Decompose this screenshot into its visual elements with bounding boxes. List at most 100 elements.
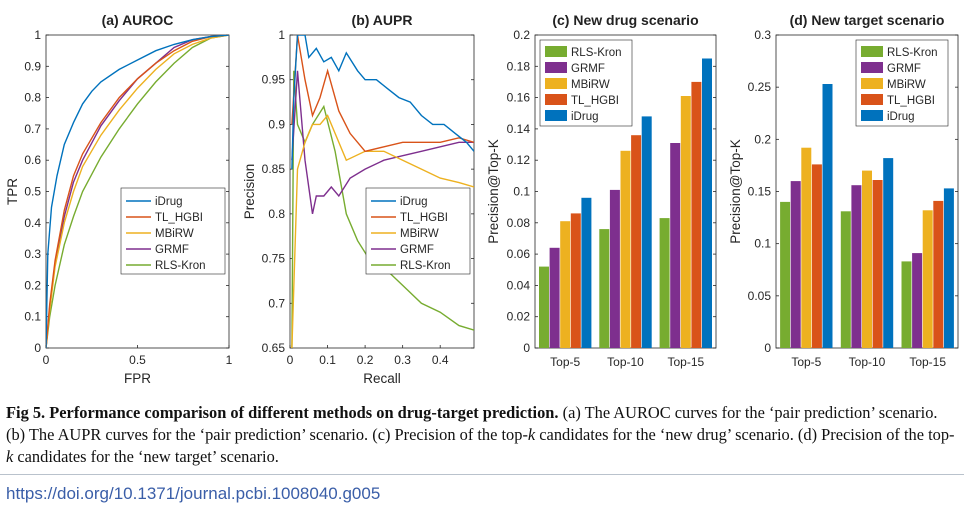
bar-rls-kron [599,229,610,348]
bar-tl_hgbi [631,135,642,348]
bar-idrug [641,116,652,349]
y-tick-label: 0.18 [507,59,531,73]
legend-label: MBiRW [887,79,926,91]
bar-rls-kron [659,218,670,348]
series-line-rls-kron [291,70,474,348]
y-tick-label: 0.75 [262,252,286,266]
panel-b: (b) AUPR 0.65 0.7 0.75 0.8 0.85 0.9 0.95 1 Precis… [242,12,475,386]
legend-swatch-mbirw [861,78,883,89]
y-tick-label: 0.7 [24,122,41,136]
legend-box [120,187,226,275]
y-tick-label: 0.04 [507,278,531,292]
x-tick-label: Top-5 [791,355,821,369]
y-tick-label: 0.2 [24,278,41,292]
legend-label: RLS-Kron [400,260,451,272]
y-tick-label: 0.14 [507,122,531,136]
y-tick-label: 0 [523,341,530,355]
panel-title: (b) AUPR [352,12,413,28]
legend-swatch-tl_hgbi [545,94,567,105]
bar-rls-kron [901,261,912,348]
y-tick-label: 0.3 [754,28,771,42]
y-tick-label: 0.95 [262,73,286,87]
x-tick-label: 0.4 [432,353,449,367]
series-line-mbirw [291,114,474,348]
legend-swatch-rls-kron [861,46,883,57]
bar-tl_hgbi [933,200,944,348]
x-tick-label: Top-10 [849,355,886,369]
legend-label: MBiRW [155,228,194,240]
legend-label: iDrug [887,111,914,123]
bar-mbirw [922,210,933,348]
x-tick-label: Top-10 [607,355,644,369]
x-tick-label: Top-15 [667,355,704,369]
panel-title: (a) AUROC [102,12,174,28]
bar-rls-kron [840,211,851,348]
y-axis-label: Precision@Top-K [486,139,501,244]
bar-mbirw [620,150,631,348]
y-tick-label: 0 [764,341,771,355]
legend-label: GRMF [571,63,605,75]
legend-label: RLS-Kron [571,47,622,59]
bar-tl_hgbi [872,180,883,348]
bar-tl_hgbi [570,213,581,348]
legend-swatch-idrug [861,110,883,121]
x-axis-label: FPR [124,371,151,386]
y-tick-label: 0.8 [268,207,285,221]
x-tick-label: 1 [226,353,233,367]
y-axis-label: Precision [242,164,257,220]
legend-swatch-rls-kron [545,46,567,57]
legend-swatch-idrug [545,110,567,121]
legend-swatch-grmf [545,62,567,73]
y-tick-label: 0.1 [24,310,41,324]
bar-mbirw [801,147,812,348]
panel-c: (c) New drug scenario 0 0.02 0.04 0.06 0.08 0.… [486,12,717,369]
legend-label: iDrug [400,196,427,208]
legend-label: MBiRW [400,228,439,240]
y-tick-label: 0.8 [24,91,41,105]
doi-link[interactable]: https://doi.org/10.1371/journal.pcbi.100… [6,484,381,503]
y-axis-label: TPR [5,178,20,205]
bar-idrug [943,188,954,348]
series-line-tl_hgbi [291,35,474,153]
legend-label: iDrug [571,111,598,123]
legend-label: TL_HGBI [571,95,619,107]
x-tick-label: 0.5 [129,353,146,367]
legend-box [365,187,471,275]
legend-swatch-mbirw [545,78,567,89]
legend-swatch-tl_hgbi [861,94,883,105]
caption-label: Fig 5. [6,403,46,422]
bar-mbirw [680,96,691,348]
legend-label: MBiRW [571,79,610,91]
x-tick-label: 0 [287,353,294,367]
x-axis-label: Recall [363,371,401,386]
panel-d: (d) New target scenario 0 0.05 0.1 0.15 0.2 0.… [728,12,959,369]
bar-idrug [581,197,592,348]
figure-caption: Fig 5. Performance comparison of differe… [6,402,958,468]
bar-rls-kron [539,266,549,348]
legend-swatch-grmf [861,62,883,73]
legend-label: GRMF [155,244,189,256]
caption-headline: Performance comparison of different meth… [49,403,559,422]
bar-grmf [851,185,862,348]
y-tick-label: 0.08 [507,216,531,230]
bar-grmf [912,253,923,348]
y-tick-label: 0.15 [748,185,772,199]
series-line-grmf [291,70,474,215]
x-tick-label: 0.3 [394,353,411,367]
legend-label: TL_HGBI [400,212,448,224]
y-tick-label: 0.06 [507,247,531,261]
y-tick-label: 0.02 [507,310,531,324]
x-tick-label: 0.1 [319,353,336,367]
bar-rls-kron [780,201,791,348]
series-line-idrug [291,35,474,170]
legend-label: RLS-Kron [887,47,938,59]
y-axis-label: Precision@Top-K [728,139,743,244]
series-line-rls-kron [46,35,229,348]
legend-label: GRMF [400,244,434,256]
bar-grmf [790,181,801,348]
y-tick-label: 0.6 [24,153,41,167]
bar-grmf [549,247,560,348]
x-tick-label: Top-15 [909,355,946,369]
legend-label: RLS-Kron [155,260,206,272]
panel-title: (c) New drug scenario [552,12,698,28]
